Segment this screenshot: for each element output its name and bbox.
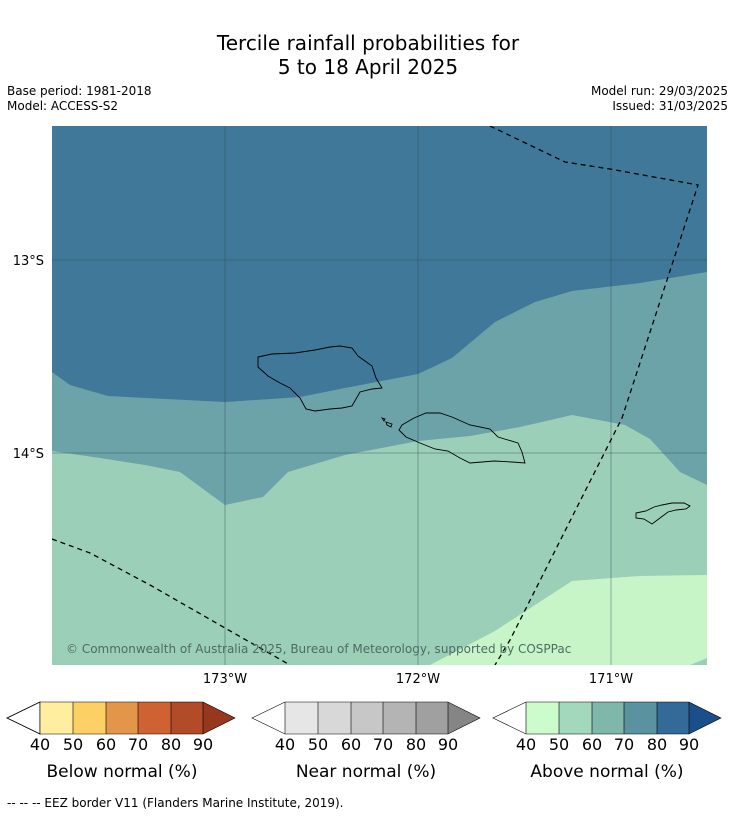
- above-normal-swatch-1: [526, 702, 559, 734]
- lon-label-171w: 171°W: [589, 672, 633, 687]
- above-tick-60: 60: [581, 735, 603, 754]
- above-tick-70: 70: [613, 735, 635, 754]
- region-above-50-60: [430, 575, 707, 665]
- axis-labels: 13°S 14°S 173°W 172°W 171°W: [13, 254, 634, 687]
- island-manono: [385, 421, 393, 428]
- below-tick-50: 50: [62, 735, 84, 754]
- above-tick-50: 50: [548, 735, 570, 754]
- below-tick-90: 90: [192, 735, 214, 754]
- colorbar-label-above-normal: Above normal (%): [530, 762, 684, 782]
- colorbar-above-normal: [492, 701, 722, 735]
- near-normal-swatch-1: [285, 702, 318, 734]
- lon-label-173w: 173°W: [203, 672, 247, 687]
- lat-label-14s: 14°S: [13, 447, 44, 462]
- issued-date: Issued: 31/03/2025: [612, 99, 728, 113]
- title-line-2: 5 to 18 April 2025: [277, 55, 459, 79]
- chart-title: Tercile rainfall probabilities for 5 to …: [0, 31, 736, 79]
- meta-left: Base period: 1981-2018 Model: ACCESS-S2: [7, 84, 152, 114]
- below-normal-swatch-2: [73, 702, 106, 734]
- above-tick-90: 90: [678, 735, 700, 754]
- island-apolima: [380, 417, 386, 422]
- colorbar-near-normal: [251, 701, 481, 735]
- near-tick-50: 50: [307, 735, 329, 754]
- near-tick-60: 60: [340, 735, 362, 754]
- lat-label-13s: 13°S: [13, 254, 44, 269]
- near-normal-max-arrow: [448, 702, 480, 734]
- eez-footnote: -- -- -- EEZ border V11 (Flanders Marine…: [7, 796, 344, 810]
- above-tick-80: 80: [646, 735, 668, 754]
- model-run: Model run: 29/03/2025: [590, 84, 728, 98]
- colorbar-label-near-normal: Near normal (%): [295, 762, 437, 782]
- probability-regions: [52, 126, 707, 665]
- above-normal-max-arrow: [689, 702, 721, 734]
- near-normal-min-arrow: [252, 702, 285, 734]
- above-normal-swatch-2: [559, 702, 592, 734]
- coastlines: [257, 345, 691, 525]
- island-savaii: [257, 345, 383, 412]
- lon-label-172w: 172°W: [396, 672, 440, 687]
- above-normal-swatch-3: [592, 702, 624, 734]
- meta-right: Model run: 29/03/2025 Issued: 31/03/2025: [591, 84, 728, 114]
- near-tick-90: 90: [437, 735, 459, 754]
- colorbar-label-below-normal: Below normal (%): [46, 762, 198, 782]
- eez-border-north: [489, 126, 699, 665]
- copyright-text: © Commonwealth of Australia 2025, Bureau…: [66, 642, 571, 656]
- graticule: [52, 126, 707, 665]
- below-tick-60: 60: [95, 735, 117, 754]
- above-normal-swatch-4: [624, 702, 657, 734]
- below-tick-80: 80: [160, 735, 182, 754]
- near-normal-swatch-4: [383, 702, 416, 734]
- island-upolu: [398, 412, 526, 464]
- below-normal-swatch-3: [106, 702, 138, 734]
- eez-border-southwest: [52, 538, 291, 665]
- near-normal-swatch-3: [351, 702, 383, 734]
- model-name: Model: ACCESS-S2: [7, 99, 119, 113]
- below-normal-max-arrow: [203, 702, 235, 734]
- above-normal-swatch-5: [657, 702, 689, 734]
- above-tick-40: 40: [515, 735, 537, 754]
- base-period: Base period: 1981-2018: [7, 84, 152, 98]
- near-normal-swatch-5: [416, 702, 448, 734]
- island-tutuila: [635, 502, 691, 525]
- title-line-1: Tercile rainfall probabilities for: [216, 31, 520, 55]
- near-tick-80: 80: [405, 735, 427, 754]
- probability-map: © Commonwealth of Australia 2025, Bureau…: [13, 126, 707, 687]
- eez-borders: [52, 126, 699, 665]
- below-normal-swatch-4: [138, 702, 171, 734]
- near-normal-swatch-2: [318, 702, 351, 734]
- below-normal-min-arrow: [6, 701, 41, 735]
- below-normal-swatch-1: [40, 702, 73, 734]
- near-tick-70: 70: [372, 735, 394, 754]
- below-normal-swatch-5: [171, 702, 203, 734]
- near-tick-40: 40: [274, 735, 296, 754]
- below-tick-40: 40: [29, 735, 51, 754]
- colorbar-below-normal: [6, 701, 236, 735]
- above-normal-min-arrow: [493, 702, 526, 734]
- below-tick-70: 70: [127, 735, 149, 754]
